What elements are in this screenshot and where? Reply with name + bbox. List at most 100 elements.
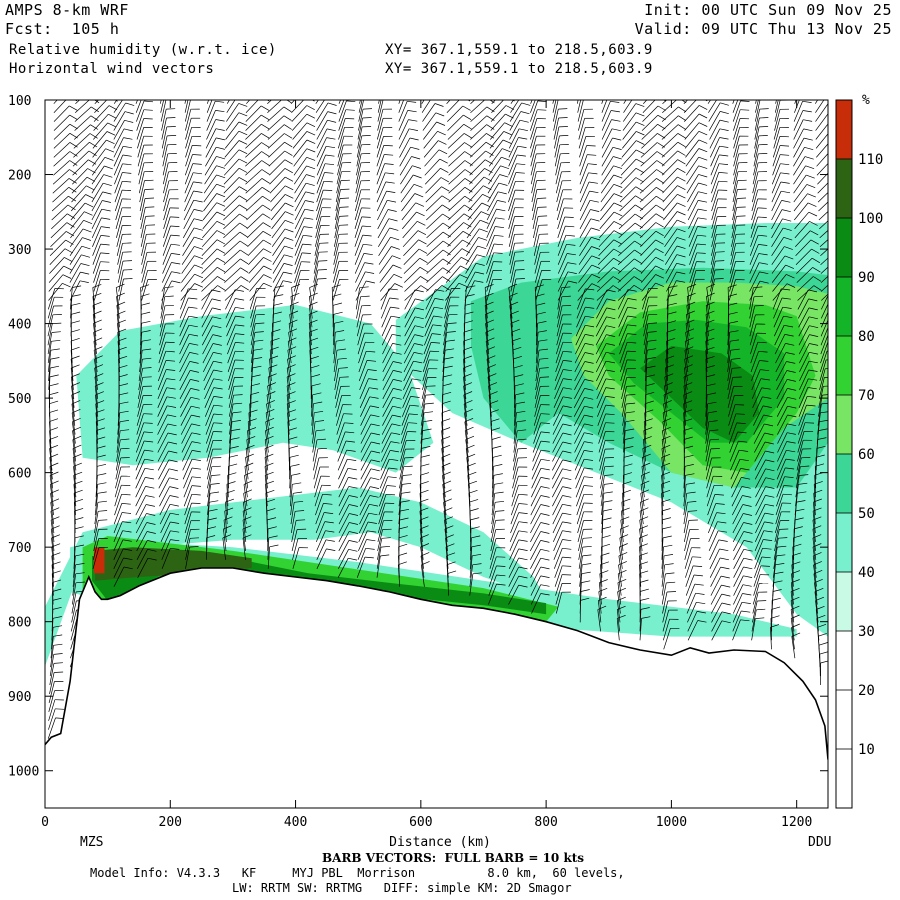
wind-barb xyxy=(201,298,221,319)
wind-barb xyxy=(554,378,573,400)
barb-flag xyxy=(656,178,665,184)
barb-flag xyxy=(235,306,245,310)
wind-barb xyxy=(666,337,676,364)
barb-flag xyxy=(412,369,422,372)
wind-barb xyxy=(445,534,454,560)
barb-flag xyxy=(239,195,248,201)
barb-flag xyxy=(562,556,572,559)
barb-flag xyxy=(283,115,292,121)
barb-flag xyxy=(122,163,132,166)
barb-staff xyxy=(401,202,416,221)
barb-staff xyxy=(268,367,272,390)
barb-flag xyxy=(142,367,152,369)
wind-barb xyxy=(442,339,455,364)
barb-staff xyxy=(287,412,290,435)
barb-staff xyxy=(595,352,607,373)
wind-barb xyxy=(557,243,576,265)
wind-barb xyxy=(291,284,301,310)
barb-flag xyxy=(263,257,272,262)
wind-barb xyxy=(358,360,377,382)
barb-staff xyxy=(398,119,409,140)
barb-staff xyxy=(114,181,123,203)
wind-barb xyxy=(555,350,573,373)
barb-staff xyxy=(642,100,656,113)
barb-flag xyxy=(464,408,473,414)
wind-barb xyxy=(162,144,177,167)
barb-staff xyxy=(93,350,98,373)
barb-staff xyxy=(336,162,343,185)
barb-staff xyxy=(513,421,518,444)
barb-flag xyxy=(217,257,226,263)
barb-staff xyxy=(316,163,326,185)
barb-staff xyxy=(333,252,340,274)
barb-flag xyxy=(82,228,92,233)
barb-flag xyxy=(516,420,526,423)
barb-staff xyxy=(464,421,469,444)
barb-flag xyxy=(349,504,358,507)
barb-flag xyxy=(606,351,615,355)
wind-barb xyxy=(289,301,299,328)
barb-flag xyxy=(123,557,133,561)
barb-flag xyxy=(389,458,399,461)
barb-staff xyxy=(163,171,169,194)
wind-barb xyxy=(157,414,177,435)
barb-staff xyxy=(157,360,167,382)
wind-barb xyxy=(401,404,419,426)
wind-barb xyxy=(115,283,125,310)
barb-staff xyxy=(470,528,472,551)
barb-flag xyxy=(667,320,677,324)
wind-barb xyxy=(294,234,313,256)
barb-staff xyxy=(205,413,214,435)
barb-flag xyxy=(392,414,402,418)
barb-staff xyxy=(117,332,121,355)
wind-barb xyxy=(398,110,417,131)
barb-flag xyxy=(266,508,276,512)
barb-staff xyxy=(622,475,625,498)
barb-flag xyxy=(697,234,707,237)
wind-barb xyxy=(616,614,626,641)
barb-flag xyxy=(268,373,277,378)
barb-flag xyxy=(635,177,644,183)
wind-barb xyxy=(531,458,550,480)
wind-barb xyxy=(552,503,572,525)
barb-flag xyxy=(442,267,451,273)
wind-barb xyxy=(639,195,664,212)
wind-barb xyxy=(599,211,623,230)
barb-flag xyxy=(580,589,590,592)
barb-staff xyxy=(380,450,391,471)
barb-staff xyxy=(316,146,327,167)
barb-flag xyxy=(562,495,572,498)
wind-barb xyxy=(376,145,393,167)
barb-flag xyxy=(488,382,498,387)
barb-staff xyxy=(308,323,312,346)
wind-barb xyxy=(421,100,425,104)
barb-staff xyxy=(601,100,608,113)
barb-flag xyxy=(307,88,315,93)
wind-barb xyxy=(248,257,272,274)
barb-flag xyxy=(226,481,236,485)
wind-barb xyxy=(488,382,498,408)
barb-staff xyxy=(92,314,97,337)
barb-staff xyxy=(508,198,516,221)
barb-staff xyxy=(509,111,522,131)
wind-barb xyxy=(160,295,174,319)
barb-flag xyxy=(325,539,335,542)
barb-staff xyxy=(117,412,121,435)
wind-barb xyxy=(484,310,494,337)
barb-flag xyxy=(419,267,428,273)
barb-flag xyxy=(194,227,203,231)
wind-barb xyxy=(554,360,573,382)
barb-staff xyxy=(508,575,520,596)
barb-staff xyxy=(250,314,257,337)
wind-barb xyxy=(401,396,420,417)
barb-staff xyxy=(140,323,142,346)
wind-barb xyxy=(445,274,469,292)
wind-barb xyxy=(622,121,645,140)
barb-flag xyxy=(123,548,133,551)
wind-barb xyxy=(376,163,394,185)
wind-barb xyxy=(621,376,636,399)
barb-flag xyxy=(515,401,525,405)
barb-flag xyxy=(464,320,473,324)
barb-staff xyxy=(160,100,165,113)
barb-staff xyxy=(486,243,495,265)
